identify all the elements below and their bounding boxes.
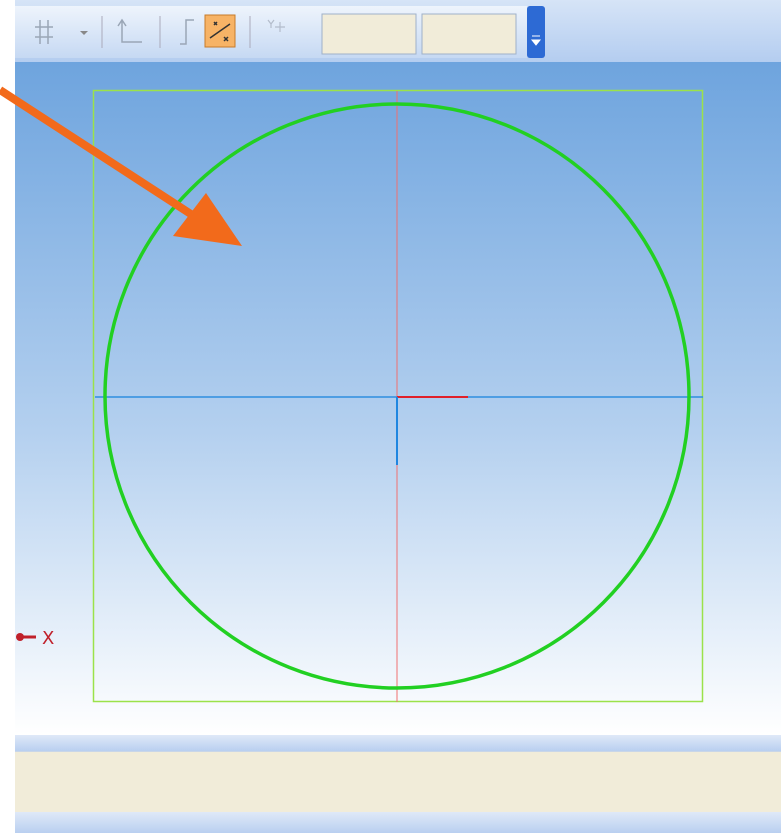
- coord-field-2[interactable]: [421, 13, 517, 55]
- dropdown-arrow[interactable]: [80, 31, 88, 35]
- bounding-box: [92, 89, 704, 703]
- axis-label: X: [42, 628, 54, 649]
- coord-field-1[interactable]: [321, 13, 417, 55]
- grid-icon[interactable]: [35, 20, 53, 44]
- coord-icon[interactable]: [267, 19, 285, 32]
- circle[interactable]: [103, 102, 691, 690]
- snap-icon: [209, 21, 231, 42]
- axis-icon[interactable]: [117, 18, 142, 43]
- toolbar-handle[interactable]: [527, 6, 545, 58]
- ortho-icon[interactable]: [180, 19, 194, 45]
- annotation-arrowhead: [173, 193, 242, 246]
- status-divider: [15, 735, 781, 751]
- toolbar: [15, 0, 781, 62]
- handle-icon: [530, 35, 542, 46]
- annotation-arrow: [0, 86, 203, 224]
- input-panel: [15, 751, 781, 812]
- status-bar: [15, 812, 781, 833]
